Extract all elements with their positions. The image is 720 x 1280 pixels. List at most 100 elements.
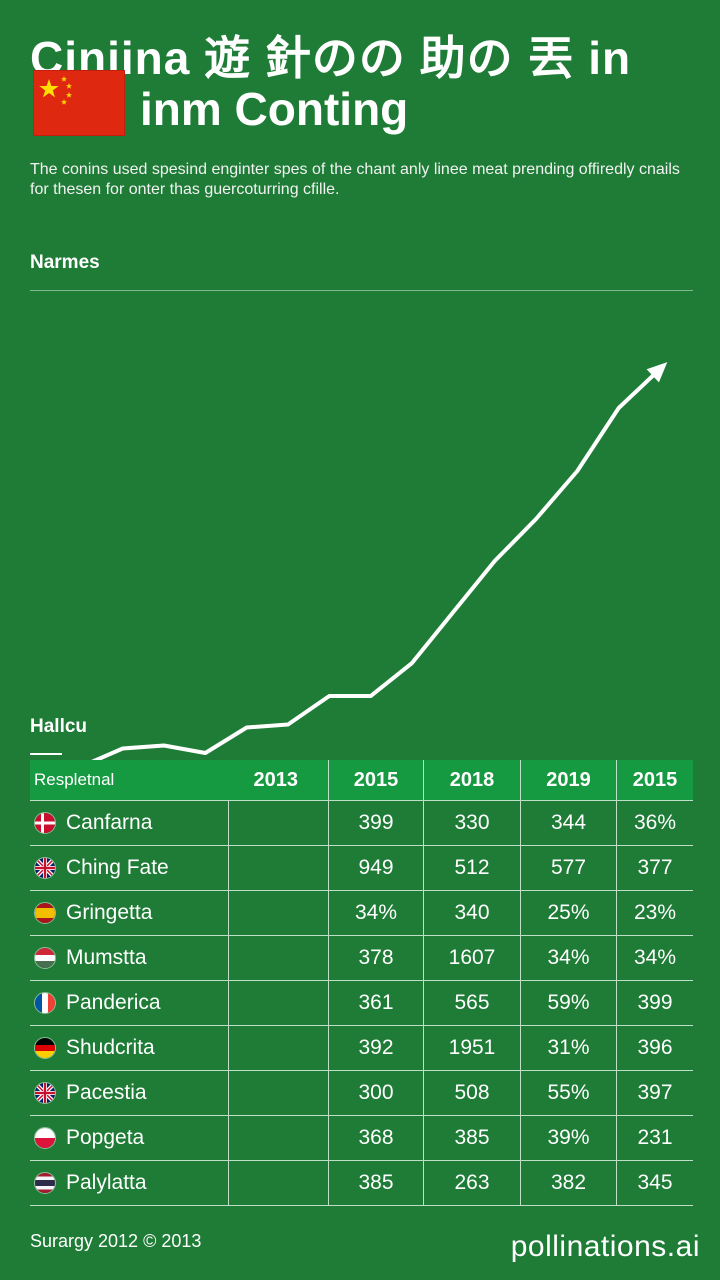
value-cell: 368 [328, 1116, 423, 1160]
table-body: Canfarna 399 330 344 36% Ching Fate 949 512 577 3… [30, 801, 693, 1206]
value-cell: 31% [520, 1026, 616, 1070]
empty-cell [228, 1116, 328, 1160]
value-cell: 392 [328, 1026, 423, 1070]
value-cell: 345 [616, 1161, 693, 1205]
axis-tick [30, 753, 62, 755]
page-title-line1: Ciniina 遊 針のの 助の 丟 in [30, 32, 632, 84]
value-cell: 231 [616, 1116, 693, 1160]
value-cell: 1951 [423, 1026, 520, 1070]
column-header: 2018 [423, 760, 520, 800]
table-row: Palylatta 385 263 382 345 [30, 1161, 693, 1206]
country-cell: Panderica [30, 981, 228, 1025]
value-cell: 25% [520, 891, 616, 935]
value-cell: 300 [328, 1071, 423, 1115]
country-name: Ching Fate [66, 856, 169, 879]
france-flag-icon [34, 992, 56, 1014]
value-cell: 949 [328, 846, 423, 890]
country-cell: Ching Fate [30, 846, 228, 890]
page-title-line2: inm Conting [140, 83, 409, 135]
thailand-flag-icon [34, 1172, 56, 1194]
value-cell: 34% [328, 891, 423, 935]
country-cell: Gringetta [30, 891, 228, 935]
value-cell: 385 [423, 1116, 520, 1160]
table-row: Pacestia 300 508 55% 397 [30, 1071, 693, 1116]
table-row: Ching Fate 949 512 577 377 [30, 846, 693, 891]
column-header: 2013 [253, 768, 299, 791]
uk-flag-icon [34, 857, 56, 879]
country-cell: Popgeta [30, 1116, 228, 1160]
country-name: Palylatta [66, 1171, 147, 1194]
value-cell: 396 [616, 1026, 693, 1070]
value-cell: 377 [616, 846, 693, 890]
country-cell: Palylatta [30, 1161, 228, 1205]
header-label: Respletnal [34, 770, 115, 789]
country-cell: Mumstta [30, 936, 228, 980]
value-cell: 512 [423, 846, 520, 890]
value-cell: 340 [423, 891, 520, 935]
value-cell: 1607 [423, 936, 520, 980]
table-row: Mumstta 378 1607 34% 34% [30, 936, 693, 981]
value-cell: 399 [616, 981, 693, 1025]
column-header: 2019 [520, 760, 616, 800]
series-line [38, 367, 662, 770]
value-cell: 508 [423, 1071, 520, 1115]
country-name: Gringetta [66, 901, 153, 924]
watermark: pollinations.ai [510, 1230, 700, 1263]
value-cell: 39% [520, 1116, 616, 1160]
country-name: Canfarna [66, 811, 153, 834]
table-row: Panderica 361 565 59% 399 [30, 981, 693, 1026]
china-flag-icon [33, 70, 125, 136]
value-cell: 399 [328, 801, 423, 845]
value-cell: 577 [520, 846, 616, 890]
empty-cell [228, 936, 328, 980]
column-header: 2015 [616, 760, 693, 800]
value-cell: 59% [520, 981, 616, 1025]
empty-cell [228, 1071, 328, 1115]
spain-flag-icon [34, 902, 56, 924]
uk-flag-icon [34, 1082, 56, 1104]
value-cell: 378 [328, 936, 423, 980]
data-table: Respletnal 2013 2015 2018 2019 2015 Canf… [30, 760, 693, 1206]
table-row: Shudcrita 392 1951 31% 396 [30, 1026, 693, 1071]
value-cell: 263 [423, 1161, 520, 1205]
country-cell: Canfarna [30, 801, 228, 845]
arrow-head-icon [646, 362, 668, 383]
value-cell: 397 [616, 1071, 693, 1115]
footer-note: Surargy 2012 © 2013 [30, 1231, 202, 1251]
table-row: Gringetta 34% 340 25% 23% [30, 891, 693, 936]
section-label: Narmes [30, 252, 100, 273]
y-axis-label: Hallcu [30, 716, 88, 737]
empty-cell [228, 891, 328, 935]
country-name: Mumstta [66, 946, 147, 969]
denmark-flag-icon [34, 812, 56, 834]
empty-cell [228, 801, 328, 845]
value-cell: 565 [423, 981, 520, 1025]
poland-flag-icon [34, 1127, 56, 1149]
value-cell: 34% [520, 936, 616, 980]
hungary-flag-icon [34, 947, 56, 969]
value-cell: 385 [328, 1161, 423, 1205]
country-name: Popgeta [66, 1126, 145, 1149]
empty-cell [228, 1026, 328, 1070]
value-cell: 330 [423, 801, 520, 845]
value-cell: 34% [616, 936, 693, 980]
empty-cell [228, 846, 328, 890]
country-name: Shudcrita [66, 1036, 155, 1059]
country-name: Panderica [66, 991, 161, 1014]
empty-cell [228, 1161, 328, 1205]
country-cell: Shudcrita [30, 1026, 228, 1070]
value-cell: 344 [520, 801, 616, 845]
value-cell: 36% [616, 801, 693, 845]
column-header: 2015 [328, 760, 423, 800]
germany-flag-icon [34, 1037, 56, 1059]
country-name: Pacestia [66, 1081, 147, 1104]
section-divider [30, 290, 693, 291]
table-row: Canfarna 399 330 344 36% [30, 801, 693, 846]
value-cell: 361 [328, 981, 423, 1025]
value-cell: 23% [616, 891, 693, 935]
table-header: Respletnal 2013 2015 2018 2019 2015 [30, 760, 693, 801]
empty-cell [228, 981, 328, 1025]
chart-description: The conins used spesind enginter spes of… [30, 161, 680, 198]
value-cell: 382 [520, 1161, 616, 1205]
table-row: Popgeta 368 385 39% 231 [30, 1116, 693, 1161]
